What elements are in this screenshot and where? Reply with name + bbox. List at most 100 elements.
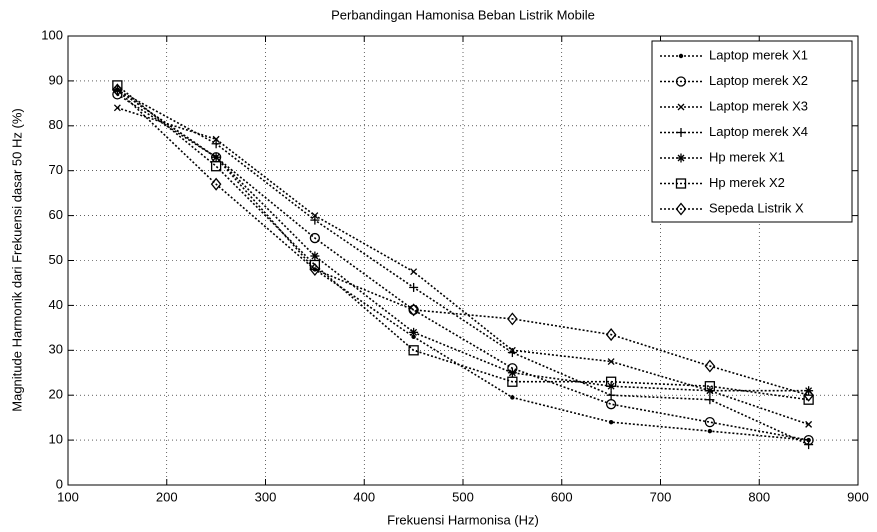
legend-label: Sepeda Listrik X (709, 200, 804, 215)
marker-dot (678, 53, 684, 59)
marker-stroke (607, 358, 615, 365)
marker-square (507, 376, 518, 387)
marker (707, 428, 713, 434)
series-line (116, 89, 809, 446)
marker-circle (675, 76, 687, 87)
marker (211, 139, 221, 149)
marker-dot (707, 428, 713, 434)
marker (113, 104, 121, 112)
marker-square (605, 376, 617, 387)
marker-diamond (605, 328, 617, 342)
marker (309, 232, 321, 244)
marker (677, 103, 685, 111)
marker-square (408, 345, 419, 356)
y-tick-label: 0 (56, 476, 63, 491)
marker (675, 202, 687, 216)
legend-label: Laptop merek X3 (709, 98, 808, 113)
marker-stroke (508, 369, 516, 377)
marker (676, 153, 686, 163)
marker (408, 303, 419, 317)
marker (704, 359, 716, 373)
marker-dot (510, 395, 515, 400)
marker-diamond (309, 262, 321, 277)
marker-stroke (410, 268, 418, 276)
marker (803, 394, 814, 405)
marker (309, 262, 321, 277)
marker (410, 268, 418, 276)
marker-stroke (212, 153, 220, 161)
y-axis-label: Magnitude Harmonik dari Frekuensi dasar … (9, 108, 24, 411)
marker (507, 376, 518, 387)
x-tick-label: 500 (452, 489, 474, 504)
x-tick-label: 400 (353, 489, 375, 504)
series-line (116, 93, 809, 441)
y-tick-label: 70 (49, 162, 63, 177)
marker (804, 440, 814, 450)
marker (805, 420, 813, 428)
marker (507, 312, 518, 326)
x-tick-label: 800 (748, 489, 770, 504)
marker-stroke (677, 154, 685, 162)
marker-diamond (210, 177, 222, 191)
legend-label: Hp merek X1 (709, 149, 785, 164)
x-axis-label: Frekuensi Harmonisa (Hz) (387, 512, 539, 527)
marker (605, 376, 617, 387)
marker-diamond (803, 388, 814, 402)
y-tick-label: 100 (41, 27, 63, 42)
marker (675, 76, 687, 87)
marker-circle (704, 416, 716, 428)
x-tick-label: 600 (551, 489, 573, 504)
x-tick-label: 900 (847, 489, 869, 504)
legend-label: Laptop merek X1 (709, 47, 808, 62)
series-line (116, 89, 809, 392)
y-tick-label: 10 (49, 432, 63, 447)
series-line (116, 84, 809, 401)
marker (607, 358, 615, 365)
series-line (117, 107, 809, 426)
y-tick-label: 80 (49, 117, 63, 132)
marker-stroke (410, 328, 418, 336)
marker (678, 53, 684, 59)
legend: Laptop merek X1 Laptop merek X2 Laptop mer… (651, 40, 853, 223)
marker-diamond (408, 303, 419, 317)
marker-diamond (704, 359, 716, 373)
marker (803, 388, 814, 402)
x-tick-label: 200 (156, 489, 178, 504)
marker (310, 251, 320, 261)
marker (675, 178, 687, 189)
legend-box (651, 40, 853, 223)
marker (210, 161, 222, 172)
marker (211, 152, 221, 162)
chart-title: Perbandingan Hamonisa Beban Listrik Mobi… (331, 7, 595, 22)
y-tick-label: 20 (49, 387, 63, 402)
x-tick-label: 300 (255, 489, 277, 504)
x-tick-label: 700 (650, 489, 672, 504)
marker-stroke (677, 103, 685, 111)
plot-frame (67, 35, 859, 486)
legend-label: Laptop merek X4 (709, 124, 808, 139)
marker (606, 390, 616, 400)
marker (608, 419, 614, 425)
marker (409, 282, 419, 292)
marker (409, 327, 419, 337)
marker-stroke (311, 252, 319, 260)
x-tick-label: 100 (57, 489, 79, 504)
marker (507, 348, 517, 358)
marker-dot (608, 419, 614, 425)
marker (507, 368, 517, 378)
marker (704, 381, 716, 392)
marker (112, 83, 123, 97)
marker-square (675, 178, 687, 189)
series-line (116, 89, 809, 441)
marker (605, 328, 617, 342)
marker-diamond (507, 312, 518, 326)
y-tick-label: 40 (49, 297, 63, 312)
marker-square (803, 394, 814, 405)
marker-diamond (675, 202, 687, 216)
legend-label: Laptop merek X2 (709, 73, 808, 88)
marker (210, 177, 222, 191)
legend-label: Hp merek X2 (709, 175, 785, 190)
y-tick-label: 50 (49, 252, 63, 267)
marker (408, 345, 419, 356)
